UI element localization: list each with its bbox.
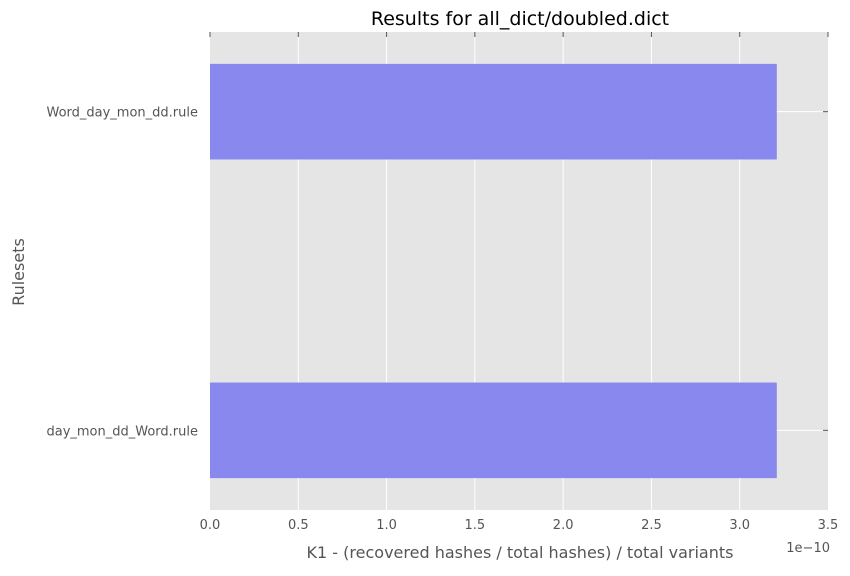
y-axis-label: Rulesets [9, 238, 28, 306]
x-tick-label: 1.0 [376, 518, 397, 533]
ticks: 0.0 0.5 1.0 1.5 2.0 2.5 3.0 3.5 day_mon_dd_Word.… [46, 32, 838, 533]
x-axis-label: K1 - (recovered hashes / total hashes) /… [307, 543, 734, 562]
x-tick-label: 0.0 [200, 518, 221, 533]
x-tick-label: 3.5 [818, 518, 839, 533]
x-tick-label: 0.5 [288, 518, 309, 533]
y-tick-label: Word_day_mon_dd.rule [46, 106, 198, 121]
bar [210, 63, 777, 160]
x-tick-label: 1.5 [465, 518, 486, 533]
x-tick-label: 2.5 [641, 518, 662, 533]
bar [210, 382, 777, 479]
bars [210, 63, 777, 479]
chart-title: Results for all_dict/doubled.dict [371, 8, 669, 30]
x-tick-label: 3.0 [729, 518, 750, 533]
x-offset-text: 1e−10 [786, 541, 830, 556]
y-tick-label: day_mon_dd_Word.rule [46, 424, 198, 439]
x-tick-label: 2.0 [553, 518, 574, 533]
